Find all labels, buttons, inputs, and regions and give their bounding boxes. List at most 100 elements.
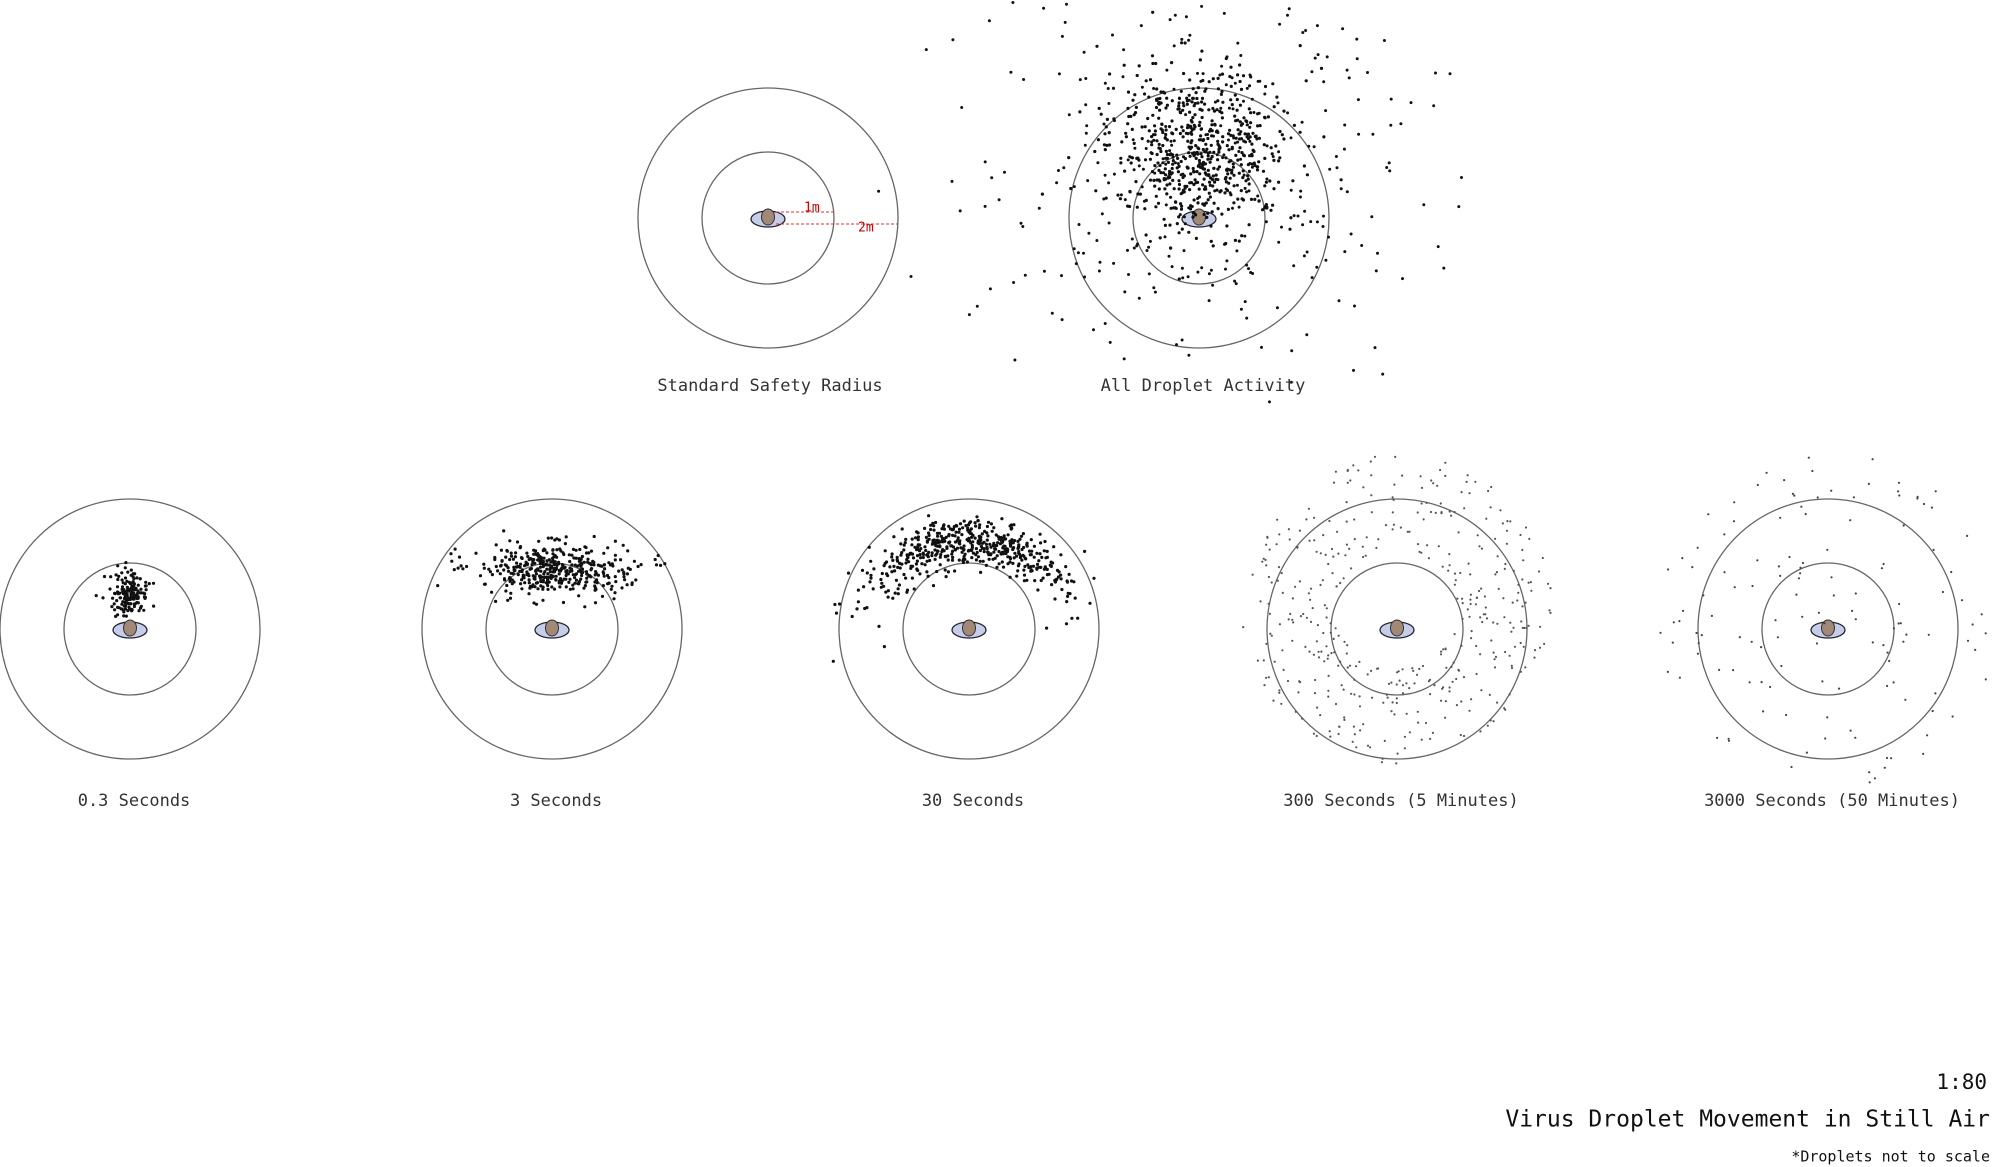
- droplet: [945, 546, 949, 551]
- droplet: [135, 576, 139, 580]
- droplet: [1296, 214, 1300, 218]
- droplet: [1732, 520, 1736, 523]
- droplet: [525, 570, 529, 574]
- droplet: [1510, 630, 1513, 633]
- droplet: [1971, 623, 1974, 626]
- droplet: [1212, 166, 1216, 170]
- droplet: [1263, 184, 1267, 188]
- droplet: [1150, 143, 1154, 147]
- droplet: [882, 645, 887, 649]
- droplet: [1289, 216, 1293, 220]
- droplet: [1132, 168, 1136, 172]
- droplet: [904, 576, 908, 580]
- droplet: [960, 550, 964, 554]
- droplet: [1882, 562, 1885, 566]
- droplet: [519, 582, 523, 586]
- droplet: [1886, 651, 1889, 654]
- note: *Droplets not to scale: [1791, 1148, 1990, 1166]
- droplet: [520, 578, 524, 582]
- droplet: [1170, 265, 1174, 269]
- droplet: [1146, 116, 1150, 121]
- droplet: [505, 583, 509, 588]
- droplet: [1065, 580, 1070, 584]
- droplet: [1455, 677, 1458, 681]
- droplet: [995, 554, 999, 558]
- droplet: [502, 529, 506, 533]
- droplet: [923, 563, 927, 567]
- droplet: [1854, 592, 1857, 595]
- droplet: [1805, 751, 1808, 754]
- droplet: [1006, 548, 1010, 552]
- droplet: [1480, 689, 1483, 692]
- droplet: [1219, 92, 1223, 96]
- droplet: [938, 563, 942, 567]
- droplet: [1312, 653, 1315, 656]
- droplet: [1425, 501, 1428, 504]
- droplet: [939, 553, 943, 557]
- droplet: [1495, 571, 1498, 574]
- droplet: [1271, 82, 1275, 86]
- droplet: [1366, 673, 1369, 676]
- droplet: [1072, 247, 1076, 251]
- droplet: [925, 559, 929, 563]
- droplet: [1224, 180, 1228, 184]
- droplet: [1370, 669, 1373, 673]
- droplet: [130, 608, 134, 612]
- droplet: [1192, 182, 1196, 187]
- droplet: [1277, 566, 1281, 569]
- droplet: [910, 543, 914, 547]
- droplet: [1448, 72, 1452, 76]
- droplet: [1032, 544, 1036, 548]
- droplet: [1804, 513, 1807, 516]
- droplet: [931, 584, 936, 588]
- droplet: [1202, 202, 1206, 206]
- droplet: [1323, 660, 1326, 663]
- droplet: [1053, 580, 1057, 584]
- droplet: [1380, 761, 1383, 764]
- droplet: [1164, 173, 1168, 177]
- droplet: [584, 570, 589, 574]
- droplet: [1494, 573, 1497, 576]
- droplet: [596, 573, 601, 577]
- droplet: [1183, 186, 1187, 190]
- droplet: [1057, 169, 1060, 172]
- droplet: [1124, 131, 1128, 135]
- droplet: [1275, 95, 1279, 99]
- droplet: [1457, 205, 1461, 209]
- droplet: [1159, 90, 1163, 94]
- droplet: [1085, 124, 1089, 128]
- droplet: [1369, 746, 1372, 749]
- droplet: [619, 558, 623, 562]
- droplet: [142, 608, 146, 612]
- droplet: [1263, 206, 1267, 210]
- droplet: [1268, 612, 1271, 615]
- droplet: [1208, 160, 1212, 164]
- droplet: [453, 547, 457, 551]
- droplet: [1040, 192, 1044, 196]
- droplet: [1441, 687, 1444, 690]
- droplet: [132, 604, 136, 609]
- droplet: [1140, 125, 1144, 129]
- droplet: [1448, 564, 1451, 567]
- droplet: [894, 578, 899, 582]
- droplet: [1267, 676, 1270, 679]
- droplet: [1008, 575, 1012, 579]
- droplet: [583, 605, 587, 609]
- droplet: [1356, 98, 1360, 102]
- droplet: [1092, 576, 1096, 580]
- droplet: [982, 550, 986, 554]
- droplet: [892, 564, 896, 569]
- droplet: [872, 567, 876, 571]
- droplet: [112, 602, 116, 606]
- droplet: [94, 594, 98, 598]
- droplet: [1211, 283, 1215, 287]
- droplet: [1133, 93, 1137, 97]
- droplet: [1455, 704, 1458, 707]
- droplet: [532, 552, 536, 556]
- droplet: [1512, 626, 1515, 629]
- droplet: [602, 563, 607, 567]
- droplet: [1045, 626, 1049, 630]
- droplet: [1255, 137, 1259, 141]
- droplet: [1240, 122, 1245, 126]
- droplet: [1165, 192, 1169, 196]
